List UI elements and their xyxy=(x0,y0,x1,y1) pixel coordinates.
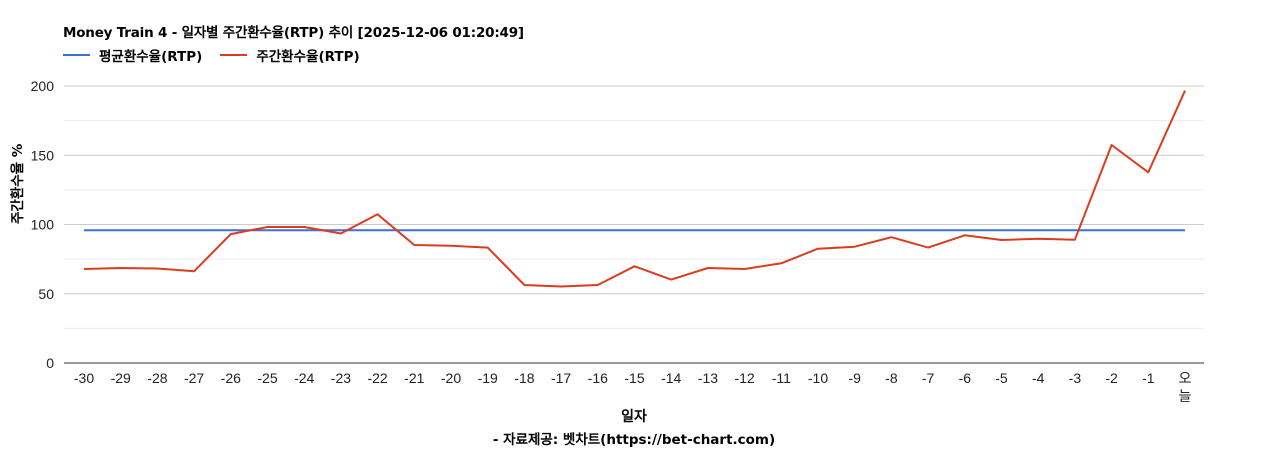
y-axis-label: 주간환수율 % xyxy=(10,143,26,224)
x-tick-label: -4 xyxy=(1032,370,1045,386)
y-tick-label: 100 xyxy=(31,217,55,233)
x-tick-label: -18 xyxy=(514,370,534,386)
x-tick-label: -16 xyxy=(588,370,608,386)
weekly-rtp-line[interactable] xyxy=(83,90,1186,288)
x-tick-label: -5 xyxy=(995,370,1008,386)
data-source-credit: - 자료제공: 벳차트(https://bet-chart.com) xyxy=(492,432,776,448)
x-tick-label: -11 xyxy=(772,370,791,386)
legend-item-weekly-rtp[interactable]: 주간환수율(RTP) xyxy=(220,45,360,65)
x-tick-label: -12 xyxy=(734,370,754,386)
y-tick-label: 0 xyxy=(46,355,54,371)
x-tick-label: -2 xyxy=(1105,370,1118,386)
x-tick-label: -14 xyxy=(661,370,681,386)
x-axis-label: 일자 xyxy=(621,409,647,425)
x-tick-label: -22 xyxy=(367,370,387,386)
y-tick-label: 150 xyxy=(31,147,55,163)
x-tick-label: -20 xyxy=(441,370,461,386)
x-tick-label: -9 xyxy=(848,370,861,386)
y-tick-label: 50 xyxy=(38,286,54,302)
y-tick-label: 200 xyxy=(31,78,55,94)
legend-label-average: 평균환수율(RTP) xyxy=(99,49,203,65)
x-tick-label: -25 xyxy=(257,370,277,386)
legend-swatch-average xyxy=(63,54,90,56)
x-tick-label: -10 xyxy=(808,370,828,386)
x-tick-label: -27 xyxy=(184,370,204,386)
legend-label-weekly: 주간환수율(RTP) xyxy=(256,49,360,65)
x-tick-label: -15 xyxy=(624,370,644,386)
x-tick-label: -19 xyxy=(478,370,498,386)
legend-swatch-weekly xyxy=(220,54,248,56)
x-tick-label: -6 xyxy=(959,370,972,386)
chart-title: Money Train 4 - 일자별 주간환수율(RTP) 추이 [2025-… xyxy=(63,25,524,41)
x-tick-label: -29 xyxy=(111,370,131,386)
x-tick-label: -26 xyxy=(221,370,241,386)
x-tick-label: -28 xyxy=(147,370,167,386)
x-tick-label: -13 xyxy=(698,370,718,386)
x-tick-label: -30 xyxy=(74,370,94,386)
x-tick-label: -24 xyxy=(294,370,314,386)
x-tick-label: 늘 xyxy=(1179,388,1192,404)
x-tick-label: -1 xyxy=(1142,370,1155,386)
x-tick-label: -7 xyxy=(922,370,935,386)
x-tick-label: -17 xyxy=(551,370,571,386)
x-tick-label: -8 xyxy=(885,370,898,386)
legend-item-average-rtp[interactable]: 평균환수율(RTP) xyxy=(63,45,202,65)
x-tick-label: -21 xyxy=(404,370,424,386)
x-tick-label: -23 xyxy=(331,370,351,386)
x-tick-label: 오 xyxy=(1179,370,1192,386)
chart-legend: 평균환수율(RTP) 주간환수율(RTP) xyxy=(63,45,378,65)
x-tick-label: -3 xyxy=(1069,370,1082,386)
